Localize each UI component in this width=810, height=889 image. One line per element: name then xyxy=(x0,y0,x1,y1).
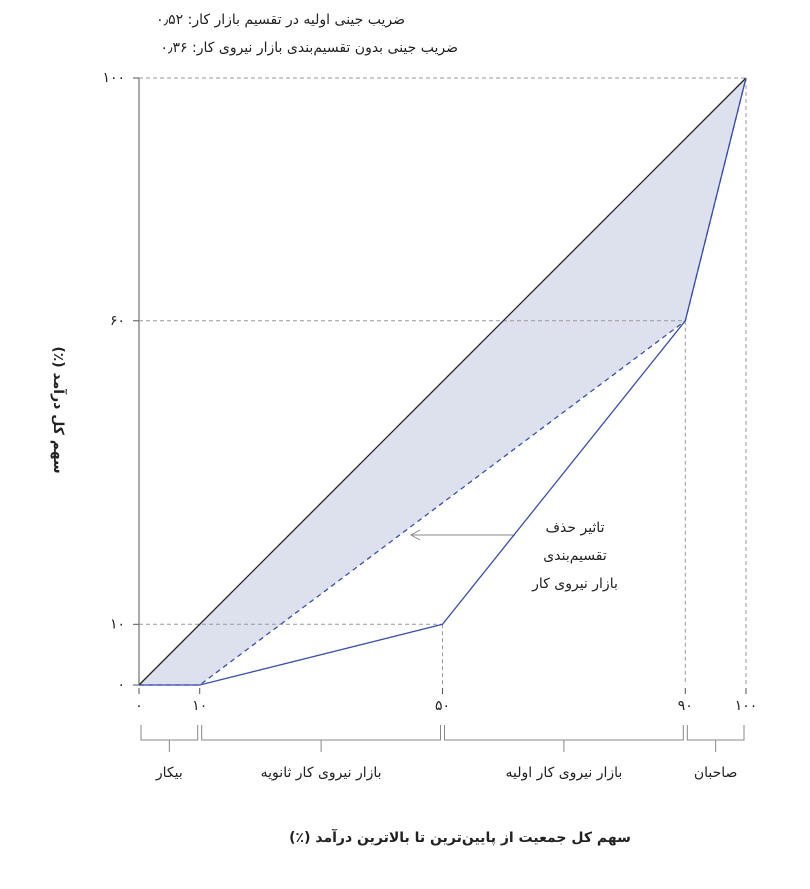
annotation: تقسیم‌بندی xyxy=(543,548,607,564)
x-tick-label: ۵۰ xyxy=(435,698,450,714)
group-label: صاحبان xyxy=(694,765,738,781)
y-tick-label: ۱۰۰ xyxy=(102,70,125,86)
annotation: بازار نیروی کار xyxy=(531,576,618,592)
x-tick-label: ۹۰ xyxy=(678,698,693,714)
series-line xyxy=(139,77,747,686)
x-tick-label: ۱۰ xyxy=(192,698,207,714)
annotation-arrowhead xyxy=(409,529,421,541)
group-bracket xyxy=(444,725,684,752)
subtitle: ضریب جینی بدون تقسیم‌بندی بازار نیروی کا… xyxy=(160,40,458,56)
group-bracket xyxy=(201,725,441,752)
y-axis-label: سهم کل درآمد (٪) xyxy=(50,346,68,473)
group-bracket xyxy=(686,725,745,752)
group-label: بازار نیروی کار ثانویه xyxy=(261,765,382,781)
group-bracket xyxy=(140,725,199,752)
series-line xyxy=(138,77,747,686)
x-tick-label: ۰ xyxy=(135,698,143,714)
y-tick-label: ۱۰ xyxy=(110,616,125,632)
y-tick-label: ۰ xyxy=(117,677,125,693)
subtitle: ضریب جینی اولیه در تقسیم بازار کار: ۰٫۵۲ xyxy=(156,12,405,28)
group-label: بازار نیروی کار اولیه xyxy=(505,765,622,781)
x-tick-label: ۱۰۰ xyxy=(735,698,758,714)
group-label: بیکار xyxy=(155,765,183,781)
annotation: تاثیر حذف xyxy=(546,520,605,536)
y-tick-label: ۶۰ xyxy=(110,313,125,329)
x-axis-label: سهم کل جمعیت از پایین‌ترین تا بالاترین د… xyxy=(289,828,631,846)
